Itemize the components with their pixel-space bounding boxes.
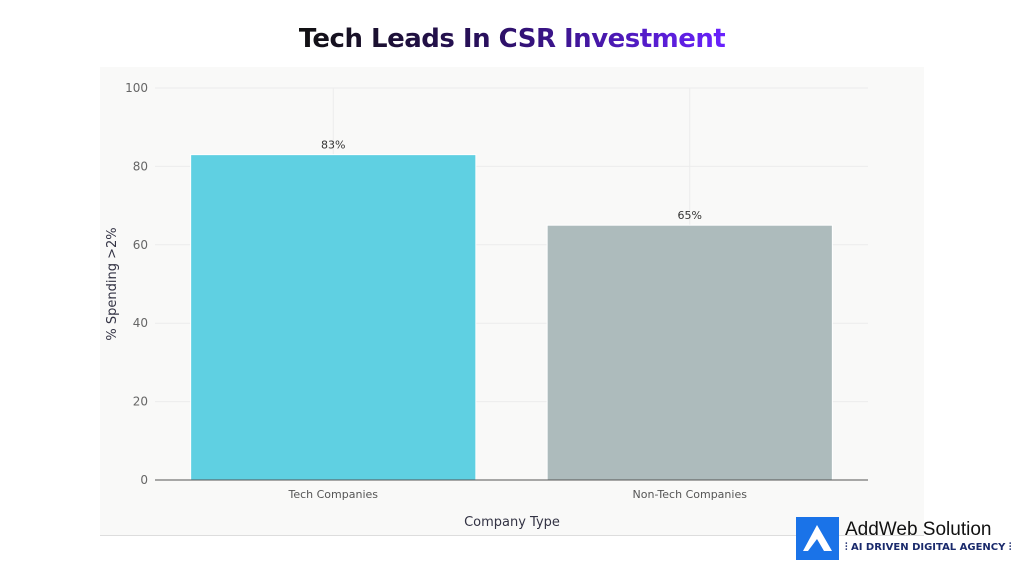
logo-tagline: ⫶ AI DRIVEN DIGITAL AGENCY ⫶ [845, 542, 1012, 553]
x-tick-label: Non-Tech Companies [633, 488, 748, 501]
y-tick-label: 20 [133, 395, 148, 409]
data-label: 65% [678, 209, 702, 222]
y-axis-title: % Spending >2% [105, 227, 120, 340]
logo-mark-icon [796, 517, 839, 560]
addweb-logo: AddWeb Solution ⫶ AI DRIVEN DIGITAL AGEN… [796, 517, 1016, 561]
y-tick-label: 60 [133, 238, 148, 252]
x-tick-label: Tech Companies [287, 488, 378, 501]
chart-title: Tech Leads In CSR Investment [298, 24, 726, 54]
data-label: 83% [321, 139, 345, 152]
y-tick-label: 40 [133, 316, 148, 330]
x-axis-title: Company Type [464, 515, 560, 530]
y-tick-label: 100 [125, 81, 148, 95]
y-tick-label: 80 [133, 159, 148, 173]
bar [190, 154, 477, 481]
bar [546, 224, 833, 481]
y-tick-label: 0 [140, 473, 148, 487]
logo-name: AddWeb Solution [845, 519, 992, 540]
